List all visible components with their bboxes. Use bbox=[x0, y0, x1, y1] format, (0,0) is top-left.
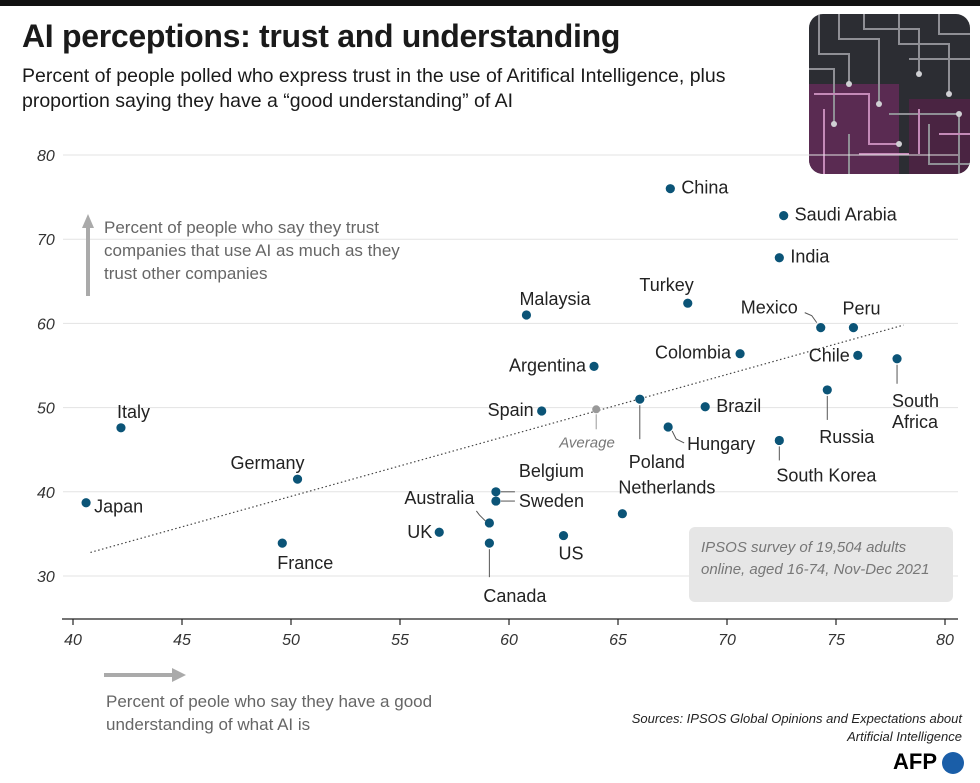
point-label: Argentina bbox=[509, 355, 587, 375]
leader-line bbox=[671, 430, 685, 444]
afp-logo-dot bbox=[942, 752, 964, 774]
point-label: Australia bbox=[404, 488, 475, 508]
point-label: Russia bbox=[819, 427, 875, 447]
chart-title: AI perceptions: trust and understanding bbox=[22, 18, 621, 54]
point-label: Brazil bbox=[716, 396, 761, 416]
data-point bbox=[277, 538, 287, 548]
point-label: Sweden bbox=[519, 491, 584, 511]
average-label: Average bbox=[558, 434, 615, 451]
data-point bbox=[589, 361, 599, 371]
y-axis-note: Percent of people who say they trust com… bbox=[104, 218, 400, 283]
x-tick-label: 80 bbox=[936, 632, 954, 649]
data-point bbox=[635, 394, 645, 404]
data-point bbox=[484, 538, 494, 548]
data-point bbox=[116, 423, 126, 433]
point-label: Colombia bbox=[655, 343, 732, 363]
x-tick-label: 55 bbox=[391, 632, 409, 649]
data-point bbox=[665, 184, 675, 194]
data-point bbox=[434, 527, 444, 537]
circuit-board-photo bbox=[809, 14, 970, 174]
point-label: Mexico bbox=[741, 298, 798, 318]
x-tick-label: 65 bbox=[609, 632, 627, 649]
afp-logo: AFP bbox=[893, 749, 937, 774]
x-tick-label: 70 bbox=[718, 632, 736, 649]
point-label: Malaysia bbox=[519, 289, 591, 309]
data-point bbox=[735, 349, 745, 359]
top-rule bbox=[0, 0, 980, 6]
data-point bbox=[779, 211, 789, 221]
data-point bbox=[853, 350, 863, 360]
leader-line bbox=[475, 510, 486, 522]
x-tick-label: 60 bbox=[500, 632, 518, 649]
point-label: Turkey bbox=[639, 275, 693, 295]
point-label: Belgium bbox=[519, 461, 584, 481]
point-label: Netherlands bbox=[618, 478, 715, 498]
x-tick-label: 50 bbox=[282, 632, 300, 649]
data-point bbox=[816, 323, 826, 333]
data-point bbox=[491, 487, 501, 497]
point-label: India bbox=[790, 247, 830, 267]
sources-note: Sources: IPSOS Global Opinions and Expec… bbox=[631, 711, 962, 744]
x-tick-label: 40 bbox=[64, 632, 82, 649]
survey-note-box: IPSOS survey of 19,504 adults online, ag… bbox=[689, 527, 953, 602]
leader-line bbox=[804, 312, 818, 323]
x-tick-label: 45 bbox=[173, 632, 191, 649]
data-point bbox=[491, 496, 501, 506]
data-point bbox=[484, 518, 494, 528]
point-label: France bbox=[277, 553, 333, 573]
chart-subtitle: Percent of people polled who express tru… bbox=[22, 65, 726, 112]
point-label: Spain bbox=[488, 400, 534, 420]
data-point bbox=[774, 253, 784, 263]
data-point bbox=[774, 435, 784, 446]
point-label: UK bbox=[407, 522, 432, 542]
data-point bbox=[848, 323, 859, 333]
data-point bbox=[537, 406, 547, 416]
y-tick-label: 70 bbox=[37, 232, 55, 249]
y-axis-arrow-icon bbox=[82, 214, 94, 296]
x-tick-label: 75 bbox=[827, 632, 845, 649]
point-label: Saudi Arabia bbox=[795, 205, 898, 225]
point-label: Poland bbox=[629, 452, 685, 472]
point-label: Hungary bbox=[687, 434, 755, 454]
point-label: Peru bbox=[842, 299, 880, 319]
y-tick-label: 50 bbox=[37, 401, 55, 418]
point-label: US bbox=[559, 544, 584, 564]
x-axis-arrow-icon bbox=[104, 668, 186, 682]
data-point bbox=[521, 310, 532, 320]
y-tick-label: 80 bbox=[37, 148, 55, 165]
point-label: Japan bbox=[94, 497, 143, 517]
data-point bbox=[292, 474, 303, 484]
data-point bbox=[822, 385, 832, 395]
data-point bbox=[81, 498, 91, 508]
data-point bbox=[663, 422, 673, 432]
average-point bbox=[592, 405, 601, 414]
point-label: Chile bbox=[809, 345, 850, 365]
point-label: Italy bbox=[117, 402, 150, 422]
data-point bbox=[892, 354, 902, 364]
point-label: South Africa bbox=[892, 391, 939, 432]
y-tick-label: 60 bbox=[37, 316, 55, 333]
x-axis-note: Percent of peole who say they have a goo… bbox=[106, 692, 433, 734]
point-label: Germany bbox=[231, 453, 305, 473]
point-label: Canada bbox=[483, 586, 547, 606]
y-tick-label: 40 bbox=[37, 485, 55, 502]
trend-line bbox=[90, 324, 904, 554]
data-point bbox=[558, 530, 569, 541]
data-point bbox=[683, 298, 693, 308]
point-label: China bbox=[681, 178, 729, 198]
y-tick-label: 30 bbox=[37, 569, 55, 586]
point-label: South Korea bbox=[776, 465, 877, 485]
data-point bbox=[700, 402, 710, 412]
data-point bbox=[617, 509, 627, 519]
